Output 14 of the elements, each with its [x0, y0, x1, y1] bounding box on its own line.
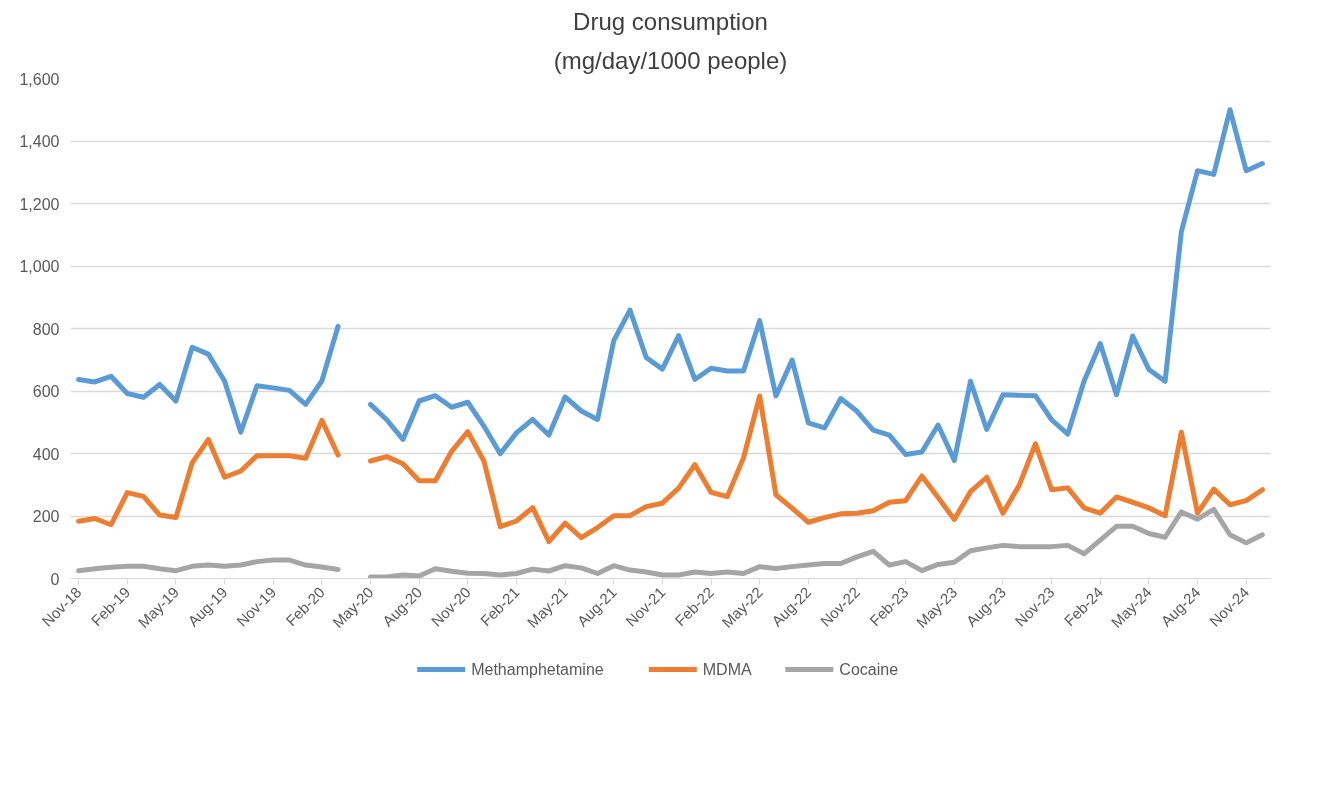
legend-label: Methamphetamine: [471, 661, 604, 678]
y-tick-label: 1,600: [19, 70, 60, 88]
chart-subtitle: (mg/day/1000 people): [553, 46, 788, 74]
y-tick-label: 800: [32, 320, 60, 338]
y-tick-label: 400: [32, 445, 60, 463]
legend-label: MDMA: [702, 661, 752, 678]
chart-title: Drug consumption: [573, 7, 768, 35]
y-tick-label: 1,400: [19, 133, 60, 150]
y-tick-label: 0: [50, 570, 60, 588]
y-tick-label: 1,000: [19, 258, 60, 275]
y-tick-label: 600: [32, 383, 60, 400]
y-tick-label: 200: [32, 508, 60, 525]
y-tick-label: 1,200: [19, 195, 60, 213]
legend-label: Cocaine: [839, 661, 899, 678]
